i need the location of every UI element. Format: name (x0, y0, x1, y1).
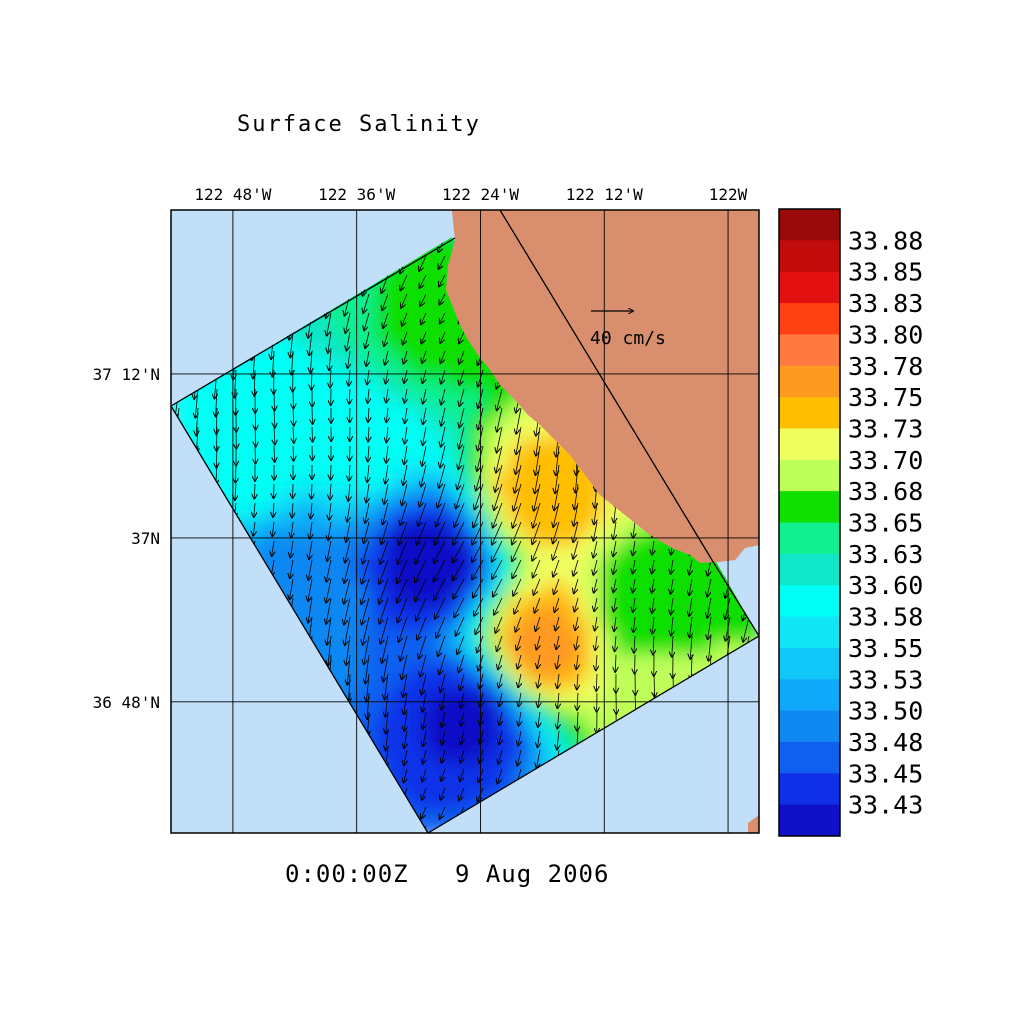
colorbar (779, 209, 840, 837)
map-frame (170, 209, 760, 834)
longitude-tick-label: 122 48'W (194, 185, 271, 204)
colorbar-label: 33.60 (848, 571, 923, 600)
colorbar-label: 33.75 (848, 383, 923, 412)
colorbar-swatch (779, 271, 840, 304)
latitude-tick-label: 37N (131, 529, 160, 548)
graticule (171, 210, 759, 833)
colorbar-swatch (779, 209, 840, 241)
colorbar-swatch (779, 679, 840, 712)
longitude-tick-label: 122 36'W (318, 185, 395, 204)
colorbar-label: 33.53 (848, 665, 923, 694)
colorbar-label: 33.85 (848, 258, 923, 287)
longitude-labels: 122 48'W 122 36'W 122 24'W 122 12'W 122W (194, 185, 747, 204)
model-domain-outline (171, 237, 456, 407)
colorbar-label: 33.48 (848, 728, 923, 757)
colorbar-label: 33.68 (848, 477, 923, 506)
colorbar-label: 33.45 (848, 759, 923, 788)
colorbar-swatch (779, 303, 840, 335)
colorbar-swatch (779, 334, 840, 367)
map-panel (171, 210, 759, 833)
colorbar-label: 33.43 (848, 791, 923, 820)
land-overlay (446, 210, 759, 563)
colorbar-swatch (779, 773, 840, 806)
longitude-tick-label: 122 12'W (566, 185, 643, 204)
colorbar-label: 33.88 (848, 226, 923, 255)
colorbar-swatch (779, 616, 840, 649)
timestamp: 0:00:00Z 9 Aug 2006 (285, 860, 609, 888)
colorbar-swatch (779, 491, 840, 523)
colorbar-frame (778, 208, 841, 837)
colorbar-swatch (779, 240, 840, 273)
colorbar-swatch (779, 585, 840, 618)
colorbar-label: 33.73 (848, 414, 923, 443)
model-domain-outline-east (171, 210, 759, 833)
colorbar-label: 33.70 (848, 446, 923, 475)
figure-title: Surface Salinity (237, 112, 481, 137)
colorbar-swatch (779, 553, 840, 586)
colorbar-label: 33.63 (848, 540, 923, 569)
colorbar-swatch (779, 522, 840, 555)
colorbar-label: 33.55 (848, 634, 923, 663)
colorbar-swatch (779, 804, 840, 837)
colorbar-label: 33.50 (848, 697, 923, 726)
reference-vector: 40 cm/s (590, 311, 666, 349)
colorbar-swatch (779, 459, 840, 492)
colorbar-swatch (779, 397, 840, 429)
colorbar-label: 33.78 (848, 352, 923, 381)
colorbar-swatch (779, 741, 840, 774)
colorbar-swatch (779, 365, 840, 398)
reference-vector-label: 40 cm/s (590, 328, 666, 349)
latitude-labels: 37 12'N 37N 36 48'N (93, 365, 160, 712)
colorbar-swatch (779, 647, 840, 680)
longitude-tick-label: 122 24'W (442, 185, 519, 204)
colorbar-swatch (779, 428, 840, 461)
land-island (748, 815, 759, 833)
colorbar-label: 33.58 (848, 603, 923, 632)
longitude-tick-label: 122W (709, 185, 748, 204)
latitude-tick-label: 36 48'N (93, 693, 160, 712)
colorbar-label: 33.83 (848, 289, 923, 318)
latitude-tick-label: 37 12'N (93, 365, 160, 384)
colorbar-swatch (779, 710, 840, 743)
colorbar-label: 33.65 (848, 509, 923, 538)
colorbar-label: 33.80 (848, 320, 923, 349)
